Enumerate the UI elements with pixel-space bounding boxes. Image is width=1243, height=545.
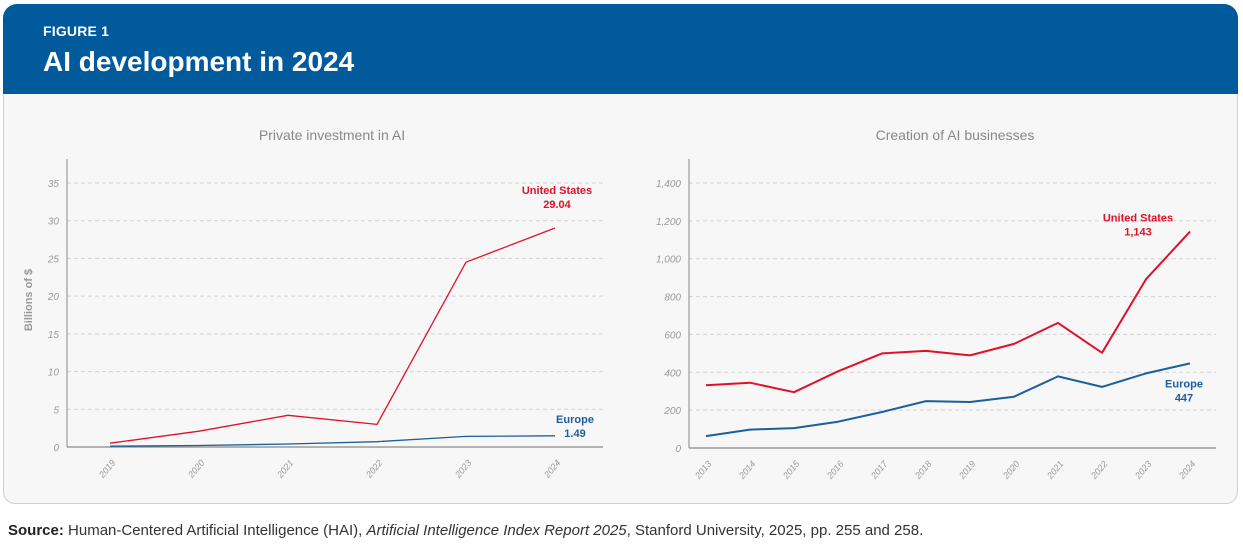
x-tick-label: 2024 — [541, 458, 562, 481]
y-tick-label: 30 — [48, 217, 60, 228]
y-tick-label: 10 — [48, 368, 60, 379]
series-line-united-states — [705, 230, 1191, 394]
x-tick-label: 2019 — [956, 459, 977, 482]
y-tick-label: 600 — [664, 330, 681, 341]
series-end-value-label: 29.04 — [543, 199, 571, 211]
series-name-label: United States — [1103, 213, 1173, 225]
source-text-end: , Stanford University, 2025, pp. 255 and… — [626, 522, 924, 539]
y-tick-label: 1,400 — [656, 179, 681, 190]
x-tick-label: 2022 — [363, 458, 384, 481]
x-tick-label: 2018 — [912, 459, 933, 482]
series-line-europe — [109, 435, 556, 447]
y-tick-label: 1,000 — [656, 255, 681, 266]
charts-panel — [3, 94, 1238, 504]
y-tick-label: 25 — [47, 254, 60, 265]
series-name-label: United States — [522, 185, 592, 197]
y-tick-label: 5 — [53, 405, 59, 416]
x-tick-label: 2015 — [780, 458, 802, 481]
figure-label: FIGURE 1 — [43, 23, 110, 39]
y-tick-label: 200 — [663, 406, 681, 417]
source-note: Source: Human-Centered Artificial Intell… — [8, 522, 923, 539]
y-tick-label: 1,200 — [656, 217, 681, 228]
y-tick-label: 20 — [47, 292, 60, 303]
x-tick-label: 2022 — [1088, 459, 1109, 482]
y-tick-label: 0 — [675, 444, 681, 455]
chart-title: Creation of AI businesses — [876, 127, 1035, 143]
x-tick-label: 2021 — [274, 458, 295, 481]
chart-private-investment: Private investment in AI 0 5 10 15 20 25 30 35 Bi… — [23, 127, 603, 480]
x-tick-label: 2023 — [452, 458, 473, 481]
series-end-value-label: 447 — [1175, 392, 1193, 404]
series-end-value-label: 1.49 — [564, 428, 585, 440]
x-tick-label: 2021 — [1044, 459, 1065, 482]
x-tick-label: 2014 — [736, 459, 757, 482]
x-tick-label: 2019 — [96, 458, 117, 481]
series-line-united-states — [109, 227, 556, 444]
y-tick-label: 400 — [664, 368, 681, 379]
series-end-value-label: 1,143 — [1124, 227, 1152, 239]
x-tick-label: 2024 — [1176, 459, 1197, 482]
x-tick-label: 2023 — [1132, 459, 1153, 482]
y-tick-label: 800 — [664, 293, 681, 304]
figure-header: FIGURE 1 AI development in 2024 — [3, 4, 1238, 94]
y-tick-label: 15 — [48, 330, 60, 341]
x-tick-label: 2013 — [692, 459, 713, 482]
x-tick-label: 2020 — [185, 458, 206, 481]
figure-title: AI development in 2024 — [43, 46, 355, 77]
source-text: Human-Centered Artificial Intelligence (… — [68, 522, 367, 539]
x-tick-label: 2020 — [1000, 459, 1021, 482]
source-label: Source: — [8, 522, 64, 539]
chart-ai-businesses: Creation of AI businesses 0 200 400 600 800 1,… — [656, 127, 1216, 481]
x-tick-label: 2016 — [824, 459, 845, 482]
series-name-label: Europe — [556, 414, 594, 426]
series-name-label: Europe — [1165, 378, 1203, 390]
series-line-europe — [705, 362, 1191, 438]
chart-title: Private investment in AI — [259, 127, 405, 143]
x-tick-label: 2017 — [868, 458, 890, 481]
y-tick-label: 0 — [53, 443, 59, 454]
y-axis-label: Billions of $ — [23, 269, 35, 331]
y-tick-label: 35 — [48, 179, 60, 190]
source-report-title: Artificial Intelligence Index Report 202… — [366, 522, 627, 539]
